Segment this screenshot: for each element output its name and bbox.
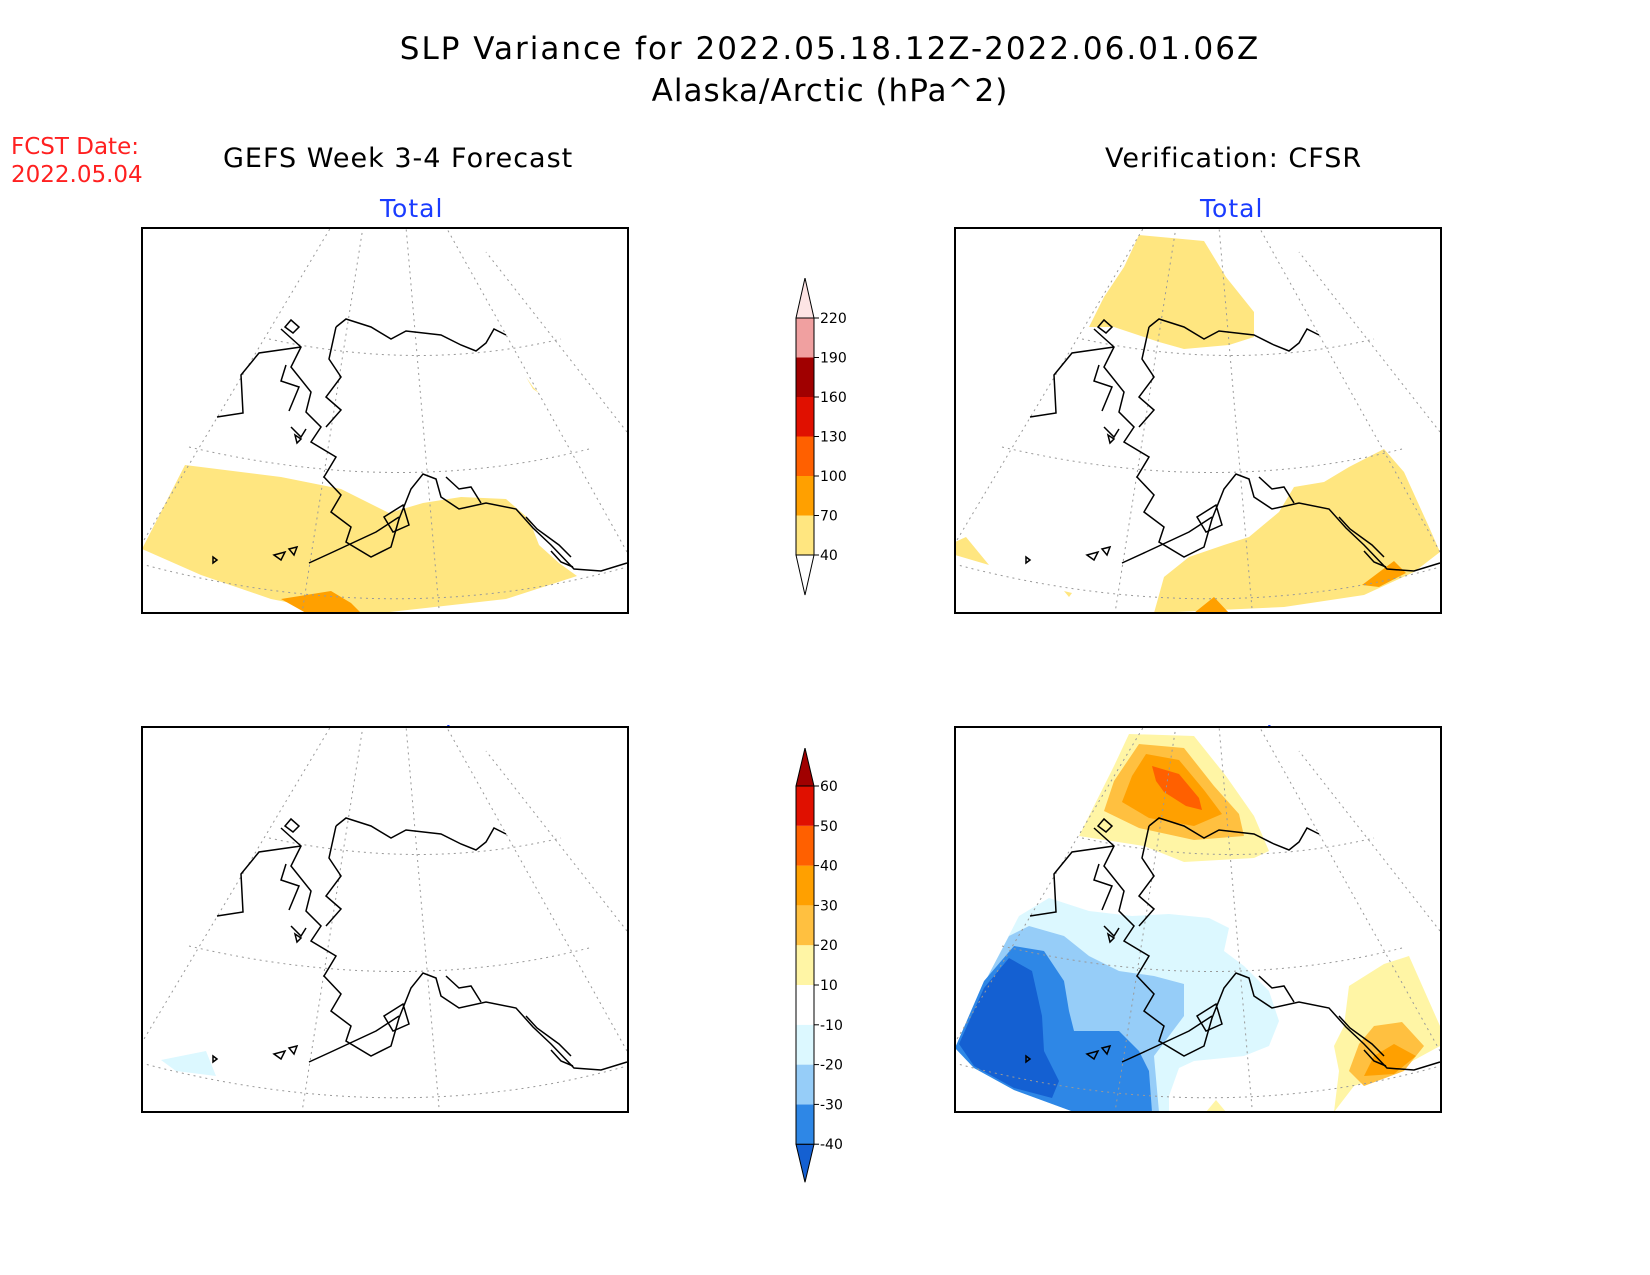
colorbar-total-label: 40 [820,548,838,564]
colorbar-total-box [796,515,814,555]
map-forecast-anomaly [141,726,629,1113]
contour-10-20-s [1206,1100,1226,1112]
colorbar-total-label: 100 [820,469,847,485]
column-title-verification: Verification: CFSR [1105,143,1363,174]
contour-30-40-se [1364,1044,1416,1076]
colorbar-anomaly-box [796,865,814,906]
colorbar-anomaly-box [796,825,814,866]
colorbar-anomaly-label: -20 [820,1058,843,1074]
contour-40-70-dot [1064,591,1072,597]
colorbar-anomaly-box [796,1064,814,1105]
contour-70-100-s [1194,597,1229,613]
panel-title-forecast-total: Total [380,194,444,223]
contour-70-100-se [1362,561,1406,587]
colorbar-total-box [796,476,814,516]
colorbar-total-box [796,318,814,358]
colorbar-total-label: 220 [820,311,847,327]
colorbar-anomaly-box [796,905,814,946]
map-forecast-total [141,227,629,614]
contour-minus10-minus20 [161,1051,216,1076]
colorbar-total-tip-bottom [795,554,815,596]
colorbar-anomaly-label: 20 [820,938,838,954]
colorbar-anomaly-box [796,786,814,826]
colorbar-anomaly-label: 40 [820,859,838,875]
map-verification-total [954,227,1442,614]
colorbar-anomaly-label: -30 [820,1097,843,1113]
colorbar-anomaly-tip-top [795,748,815,787]
colorbar-total-box [796,397,814,437]
colorbar-anomaly: -40 -30 -20 -10 10 20 30 40 50 60 [795,748,843,1183]
colorbar-total-label: 70 [820,509,838,525]
map-verification-anomaly [954,726,1442,1113]
colorbar-total-box [796,436,814,476]
contour-below-minus40 [959,958,1059,1098]
colorbar-total-label: 130 [820,430,847,446]
colorbar-anomaly-box [796,1104,814,1145]
colorbar-total-label: 160 [820,390,847,406]
contour-40-70-south [1154,449,1440,613]
contour-40-50-north [1152,766,1202,810]
chart-title: SLP Variance for 2022.05.18.12Z-2022.06.… [399,31,1261,67]
colorbar-anomaly-box [796,1024,814,1065]
contour-40-70-north [1089,235,1254,349]
colorbar-anomaly-label: 10 [820,978,838,994]
contour-70-100 [281,591,361,613]
colorbar-anomaly-label: -10 [820,1018,843,1034]
panel-title-verification-total: Total [1200,194,1264,223]
colorbar-anomaly-label: -40 [820,1137,843,1153]
contour-40-70-west [955,537,989,565]
colorbar-total-box [796,357,814,397]
fcst-date-label: FCST Date: [11,134,139,160]
colorbar-total: 40 70 100 130 160 190 220 [795,278,847,596]
colorbar-anomaly-tip-bottom [795,1143,815,1183]
colorbar-anomaly-label: 30 [820,898,838,914]
colorbar-total-label: 190 [820,351,847,367]
fcst-date-value: 2022.05.04 [11,162,143,188]
colorbar-anomaly-box [796,985,814,1025]
colorbar-anomaly-label: 50 [820,819,838,835]
chart-subtitle: Alaska/Arctic (hPa^2) [651,73,1009,109]
colorbar-anomaly-box [796,945,814,985]
colorbar-total-tip-top [795,278,815,319]
colorbar-anomaly-label: 60 [820,779,838,795]
column-title-forecast: GEFS Week 3-4 Forecast [223,143,574,174]
